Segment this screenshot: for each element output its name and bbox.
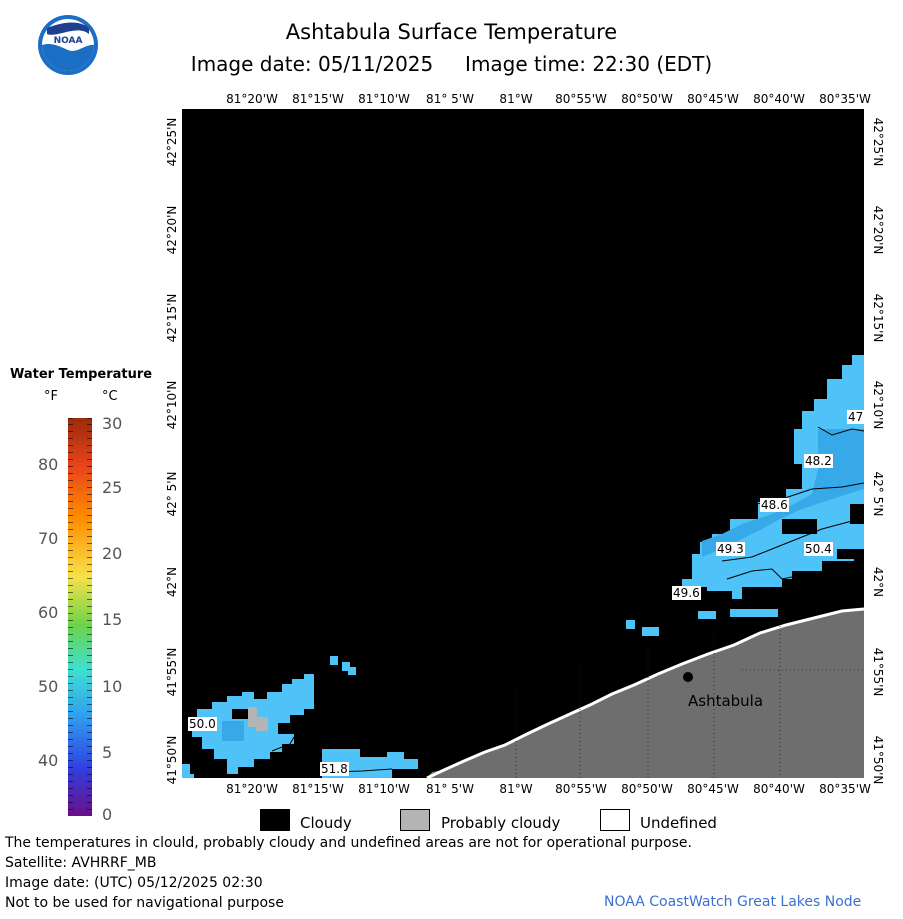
f-tick: 70 [38, 529, 59, 548]
contour-label: 49.6 [672, 586, 701, 600]
f-tick: 60 [38, 603, 59, 622]
lat-label: 42°N [871, 566, 885, 598]
lon-label: 81°W [499, 782, 533, 796]
legend-unit-f: °F [44, 389, 58, 404]
contour-label: 48.2 [804, 454, 833, 468]
lat-label: 41°50'N [871, 735, 885, 785]
navigation-warning: Not to be used for navigational purpose [5, 895, 284, 911]
probably-cloudy-swatch [400, 809, 430, 831]
water-southwest [182, 764, 194, 778]
lat-label: 42° 5'N [871, 471, 885, 517]
satellite-text: Satellite: AVHRRF_MB [5, 855, 157, 871]
page-title: Ashtabula Surface Temperature [285, 20, 618, 44]
lon-label: 81°20'W [226, 92, 278, 106]
lon-label: 80°50'W [621, 92, 673, 106]
lon-label: 81° 5'W [426, 782, 474, 796]
c-tick: 0 [102, 805, 113, 824]
contour-label: 50.0 [188, 717, 217, 731]
lon-label: 80°45'W [687, 782, 739, 796]
lon-label: 81°10'W [358, 92, 410, 106]
credit-link[interactable]: NOAA CoastWatch Great Lakes Node [604, 894, 862, 910]
c-tick: 10 [102, 677, 123, 696]
disclaimer-text: The temperatures in clould, probably clo… [5, 835, 692, 851]
contour-label: 48.6 [760, 498, 789, 512]
f-tick: 40 [38, 751, 59, 770]
land [427, 609, 864, 778]
lat-label: 42°25'N [871, 117, 885, 167]
lon-label: 81°15'W [292, 92, 344, 106]
lon-label: 80°45'W [687, 92, 739, 106]
lat-label: 42°15'N [871, 293, 885, 343]
legend-title: Water Temperature [10, 367, 153, 382]
city-label: Ashtabula [688, 692, 764, 710]
c-tick: 30 [102, 414, 123, 433]
lon-label: 81°15'W [292, 782, 344, 796]
lon-label: 80°35'W [819, 92, 871, 106]
lat-label: 42°N [165, 566, 179, 598]
cloudy-swatch [260, 809, 290, 831]
lon-label: 80°55'W [555, 92, 607, 106]
map-area [182, 109, 865, 780]
lat-label: 42° 5'N [165, 471, 179, 517]
lon-label: 81° 5'W [426, 92, 474, 106]
lon-label: 81°20'W [226, 782, 278, 796]
lat-label: 42°25'N [165, 117, 179, 167]
contour-label: 47 [847, 410, 865, 424]
lon-label: 81°W [499, 92, 533, 106]
lon-label: 80°40'W [753, 92, 805, 106]
lat-label: 42°20'N [871, 205, 885, 255]
lat-label: 42°10'N [871, 380, 885, 430]
c-tick: 5 [102, 743, 113, 762]
lon-label: 80°55'W [555, 782, 607, 796]
noaa-logo: NOAA [37, 14, 99, 76]
utc-date-text: Image date: (UTC) 05/12/2025 02:30 [5, 875, 263, 891]
cloudy-label: Cloudy [300, 814, 352, 832]
lat-label: 42°20'N [165, 205, 179, 255]
undefined-swatch [600, 809, 630, 831]
lon-label: 80°35'W [819, 782, 871, 796]
color-scale-ticks [68, 418, 92, 816]
ashtabula-marker [683, 672, 693, 682]
contour-label: 49.3 [716, 542, 745, 556]
lat-label: 41°55'N [871, 647, 885, 697]
svg-text:NOAA: NOAA [54, 36, 83, 46]
lat-label: 41°55'N [165, 647, 179, 697]
lat-label: 42°15'N [165, 293, 179, 343]
lon-label: 80°50'W [621, 782, 673, 796]
c-tick: 25 [102, 478, 123, 497]
probably-cloudy-label: Probably cloudy [441, 814, 561, 832]
f-tick: 80 [38, 455, 59, 474]
f-tick: 50 [38, 677, 59, 696]
lat-label: 41°50'N [165, 735, 179, 785]
lon-label: 81°10'W [358, 782, 410, 796]
c-tick: 20 [102, 544, 123, 563]
lon-label: 80°40'W [753, 782, 805, 796]
contour-label: 50.4 [804, 542, 833, 556]
undefined-label: Undefined [640, 814, 717, 832]
contour-label: 51.8 [320, 762, 349, 776]
lat-label: 42°10'N [165, 380, 179, 430]
legend-unit-c: °C [102, 389, 118, 404]
c-tick: 15 [102, 610, 123, 629]
image-datetime: Image date: 05/11/2025 Image time: 22:30… [190, 52, 713, 76]
